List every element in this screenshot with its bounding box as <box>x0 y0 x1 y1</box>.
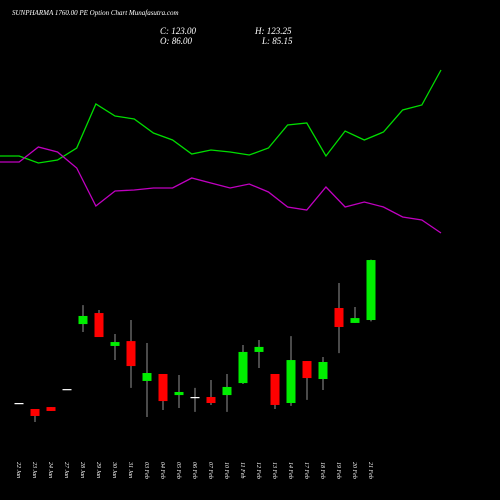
x-tick-label: 07 Feb <box>207 462 213 479</box>
candle-body <box>158 373 168 402</box>
x-tick-label: 31 Jan <box>127 461 133 478</box>
candle-body <box>30 409 40 416</box>
candle-body <box>318 361 328 380</box>
x-tick-label: 24 Jan <box>47 462 54 478</box>
x-tick-label: 03 Feb <box>143 462 149 479</box>
candle-body <box>302 361 312 379</box>
x-tick-label: 20 Feb <box>351 462 357 479</box>
x-tick-label: 17 Feb <box>303 462 309 479</box>
candle-body <box>254 346 264 352</box>
candle-body <box>206 397 216 404</box>
candle-body <box>14 403 24 405</box>
x-tick-label: 06 Feb <box>191 462 197 479</box>
candle-body <box>270 373 280 405</box>
candle-body <box>46 407 56 411</box>
candle-body <box>142 373 152 381</box>
x-tick-label: 30 Jan <box>111 461 117 478</box>
candle-body <box>286 360 296 404</box>
close-label: C: 123.00 <box>160 26 197 36</box>
x-tick-label: 14 Feb <box>287 462 294 479</box>
x-tick-label: 21 Feb <box>367 462 373 479</box>
x-tick-label: 04 Feb <box>159 462 166 479</box>
x-tick-label: 13 Feb <box>271 462 277 479</box>
high-label: H: 123.25 <box>254 26 292 36</box>
x-tick-label: 19 Feb <box>335 462 341 479</box>
x-tick-label: 29 Jan <box>95 462 101 478</box>
candle-body <box>126 341 136 367</box>
candle-body <box>78 315 88 325</box>
x-tick-label: 05 Feb <box>175 462 181 479</box>
candle-body <box>238 351 248 384</box>
candle-body <box>190 397 200 399</box>
candle-body <box>94 313 104 338</box>
low-label: L: 85.15 <box>261 36 293 46</box>
candle-body <box>222 386 232 396</box>
candle-body <box>110 342 120 346</box>
indicator-line <box>0 146 442 234</box>
candle-body <box>62 389 72 391</box>
x-tick-label: 23 Jan <box>31 462 37 478</box>
x-tick-label: 27 Jan <box>63 462 69 478</box>
x-tick-label: 28 Jan <box>79 462 85 478</box>
x-tick-label: 22 Jan <box>15 462 21 478</box>
indicator-line <box>0 69 442 164</box>
x-tick-label: 10 Feb <box>223 462 229 479</box>
candle-body <box>366 260 376 321</box>
x-tick-label: 12 Feb <box>255 462 261 479</box>
chart-title: SUNPHARMA 1760.00 PE Option Chart Munafa… <box>12 9 179 17</box>
x-tick-label: 11 Feb <box>239 462 245 478</box>
candle-body <box>334 308 344 327</box>
x-tick-label: 18 Feb <box>319 462 325 479</box>
open-label: O: 86.00 <box>160 36 192 46</box>
candle-body <box>174 391 184 396</box>
candle-body <box>350 318 360 323</box>
